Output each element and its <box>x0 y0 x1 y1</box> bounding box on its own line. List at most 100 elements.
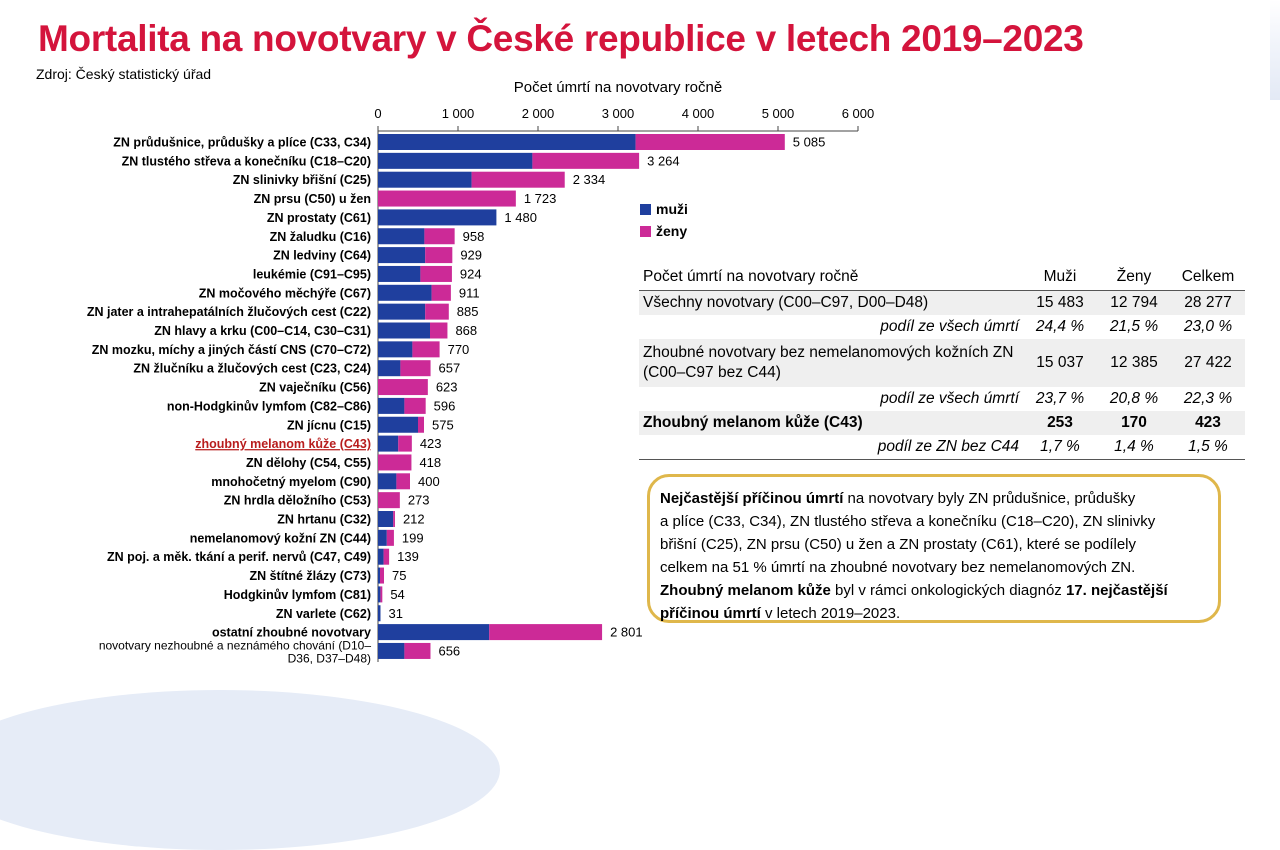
y-category-label: ZN štítné žlázy (C73) <box>249 569 371 583</box>
y-category-label: ZN jater a intrahepatálních žlučových ce… <box>87 305 371 319</box>
cell-male: 23,7 % <box>1035 390 1085 407</box>
bar-value-label: 2 801 <box>610 625 643 640</box>
row-label: podíl ze ZN bez C44 <box>639 435 1023 460</box>
y-category-label: non-Hodgkinův lymfom (C82–C86) <box>167 399 371 413</box>
slide-footer-decoration <box>0 690 500 850</box>
bar-segment-female <box>425 247 453 264</box>
bar-segment-male <box>378 341 413 358</box>
cell-male: 253 <box>1023 411 1097 435</box>
bar-value-label: 575 <box>432 417 454 432</box>
bar-segment-female <box>378 379 428 396</box>
cell-female: 170 <box>1097 411 1171 435</box>
callout-text: na novotvary byly ZN průdušnice, průdušk… <box>843 490 1136 507</box>
row-label: Zhoubné novotvary bez nemelanomových kož… <box>639 339 1023 387</box>
y-category-label: D36, D37–D48) <box>288 651 371 665</box>
x-tick-label: 4 000 <box>682 106 715 121</box>
bar-segment-male <box>378 435 399 452</box>
bar-segment-female <box>378 454 412 471</box>
bar-segment-female <box>386 529 394 546</box>
table-header-total: Celkem <box>1171 263 1245 291</box>
y-category-label: leukémie (C91–C95) <box>253 267 371 281</box>
x-tick-label: 3 000 <box>602 106 635 121</box>
y-category-label: ostatní zhoubné novotvary <box>212 626 371 640</box>
cell-male: 15 037 <box>1023 339 1097 387</box>
bar-value-label: 5 085 <box>793 135 826 150</box>
callout-line: Zhoubný melanom kůže byl v rámci onkolog… <box>660 579 1208 602</box>
y-category-label: ZN žlučníku a žlučových cest (C23, C24) <box>133 362 371 376</box>
bar-value-label: 273 <box>408 493 430 508</box>
bar-segment-female <box>396 473 410 490</box>
y-category-label: Hodgkinův lymfom (C81) <box>224 588 371 602</box>
y-category-label: ZN jícnu (C15) <box>287 418 371 432</box>
table-header-male: Muži <box>1023 263 1097 291</box>
row-label: podíl ze všech úmrtí <box>880 390 1019 407</box>
cell-female: 21,5 % <box>1109 318 1159 335</box>
slide-corner-decoration <box>1270 0 1280 100</box>
callout-line: břišní (C25), ZN prsu (C50) u žen a ZN p… <box>660 533 1208 556</box>
bar-segment-female <box>635 134 785 150</box>
table-row: Všechny novotvary (C00–C97, D00–D48) 15 … <box>639 290 1245 315</box>
row-label: podíl ze všech úmrtí <box>880 318 1019 335</box>
bar-segment-female <box>431 284 451 301</box>
cell-male: 1,7 % <box>1023 435 1097 460</box>
summary-callout-box: Nejčastější příčinou úmrtí na novotvary … <box>647 474 1221 623</box>
cell-female: 12 385 <box>1097 339 1171 387</box>
bar-segment-female <box>532 152 640 169</box>
bar-value-label: 656 <box>438 643 460 658</box>
bar-value-label: 1 723 <box>524 191 557 206</box>
bar-segment-male <box>378 642 405 659</box>
y-category-label: ZN hrtanu (C32) <box>277 513 371 527</box>
bar-segment-female <box>404 397 426 414</box>
cell-female: 12 794 <box>1097 290 1171 315</box>
cell-total: 22,3 % <box>1183 390 1233 407</box>
y-category-label: ZN průdušnice, průdušky a plíce (C33, C3… <box>113 136 371 150</box>
x-tick-label: 0 <box>374 106 381 121</box>
legend-item-male: muži <box>640 198 688 220</box>
y-category-label: ZN hlavy a krku (C00–C14, C30–C31) <box>154 324 371 338</box>
bar-segment-female <box>412 341 440 358</box>
y-category-label: ZN varlete (C62) <box>276 607 371 621</box>
bar-value-label: 75 <box>392 568 406 583</box>
chart-legend: muži ženy <box>640 198 688 242</box>
y-category-label: ZN tlustého střeva a konečníku (C18–C20) <box>122 154 371 168</box>
bar-segment-male <box>378 605 381 622</box>
bar-segment-male <box>378 567 380 584</box>
bar-segment-female <box>378 190 516 207</box>
bar-segment-female <box>418 416 424 433</box>
cell-total: 1,5 % <box>1171 435 1245 460</box>
callout-text: byl v rámci onkologických diagnóz <box>830 582 1066 599</box>
page-title: Mortalita na novotvary v České republice… <box>38 18 1084 59</box>
bar-value-label: 400 <box>418 474 440 489</box>
x-tick-label: 5 000 <box>762 106 795 121</box>
bar-segment-female <box>420 265 452 282</box>
bar-segment-male <box>378 397 405 414</box>
callout-text: celkem na 51 % úmrtí na zhoubné novotvar… <box>660 559 1136 576</box>
table-row: podíl ze všech úmrtí 24,4 % 21,5 % 23,0 … <box>639 315 1245 339</box>
y-category-label: ZN močového měchýře (C67) <box>199 286 371 300</box>
bar-value-label: 418 <box>419 455 441 470</box>
table-row: Zhoubné novotvary bez nemelanomových kož… <box>639 339 1245 387</box>
y-category-label: ZN hrdla děložního (C53) <box>224 494 371 508</box>
callout-text: v letech 2019–2023. <box>760 605 901 622</box>
x-tick-label: 6 000 <box>842 106 875 121</box>
bar-segment-male <box>378 171 472 188</box>
callout-line: příčinou úmrtí v letech 2019–2023. <box>660 602 1208 625</box>
bar-segment-female <box>471 171 565 188</box>
callout-emphasis: Nejčastější příčinou úmrtí <box>660 490 844 507</box>
y-category-label: ZN vaječníku (C56) <box>259 381 371 395</box>
bar-segment-male <box>378 322 430 339</box>
cell-total: 28 277 <box>1171 290 1245 315</box>
table-row: podíl ze všech úmrtí 23,7 % 20,8 % 22,3 … <box>639 387 1245 411</box>
callout-emphasis: 17. nejčastější <box>1065 582 1168 599</box>
cell-female: 20,8 % <box>1109 390 1159 407</box>
bar-segment-male <box>378 624 490 641</box>
bar-segment-female <box>424 228 455 245</box>
stacked-bar-chart: Počet úmrtí na novotvary ročně 0 1 000 2 0… <box>87 79 875 665</box>
legend-label-male: muži <box>656 201 688 217</box>
table-header-row: Počet úmrtí na novotvary ročně Muži Ženy… <box>639 263 1245 291</box>
bar-value-label: 929 <box>460 248 482 263</box>
bar-segment-male <box>378 416 418 433</box>
bar-segment-male <box>378 548 384 565</box>
bar-segment-male <box>378 511 394 527</box>
bar-value-label: 924 <box>460 266 482 281</box>
